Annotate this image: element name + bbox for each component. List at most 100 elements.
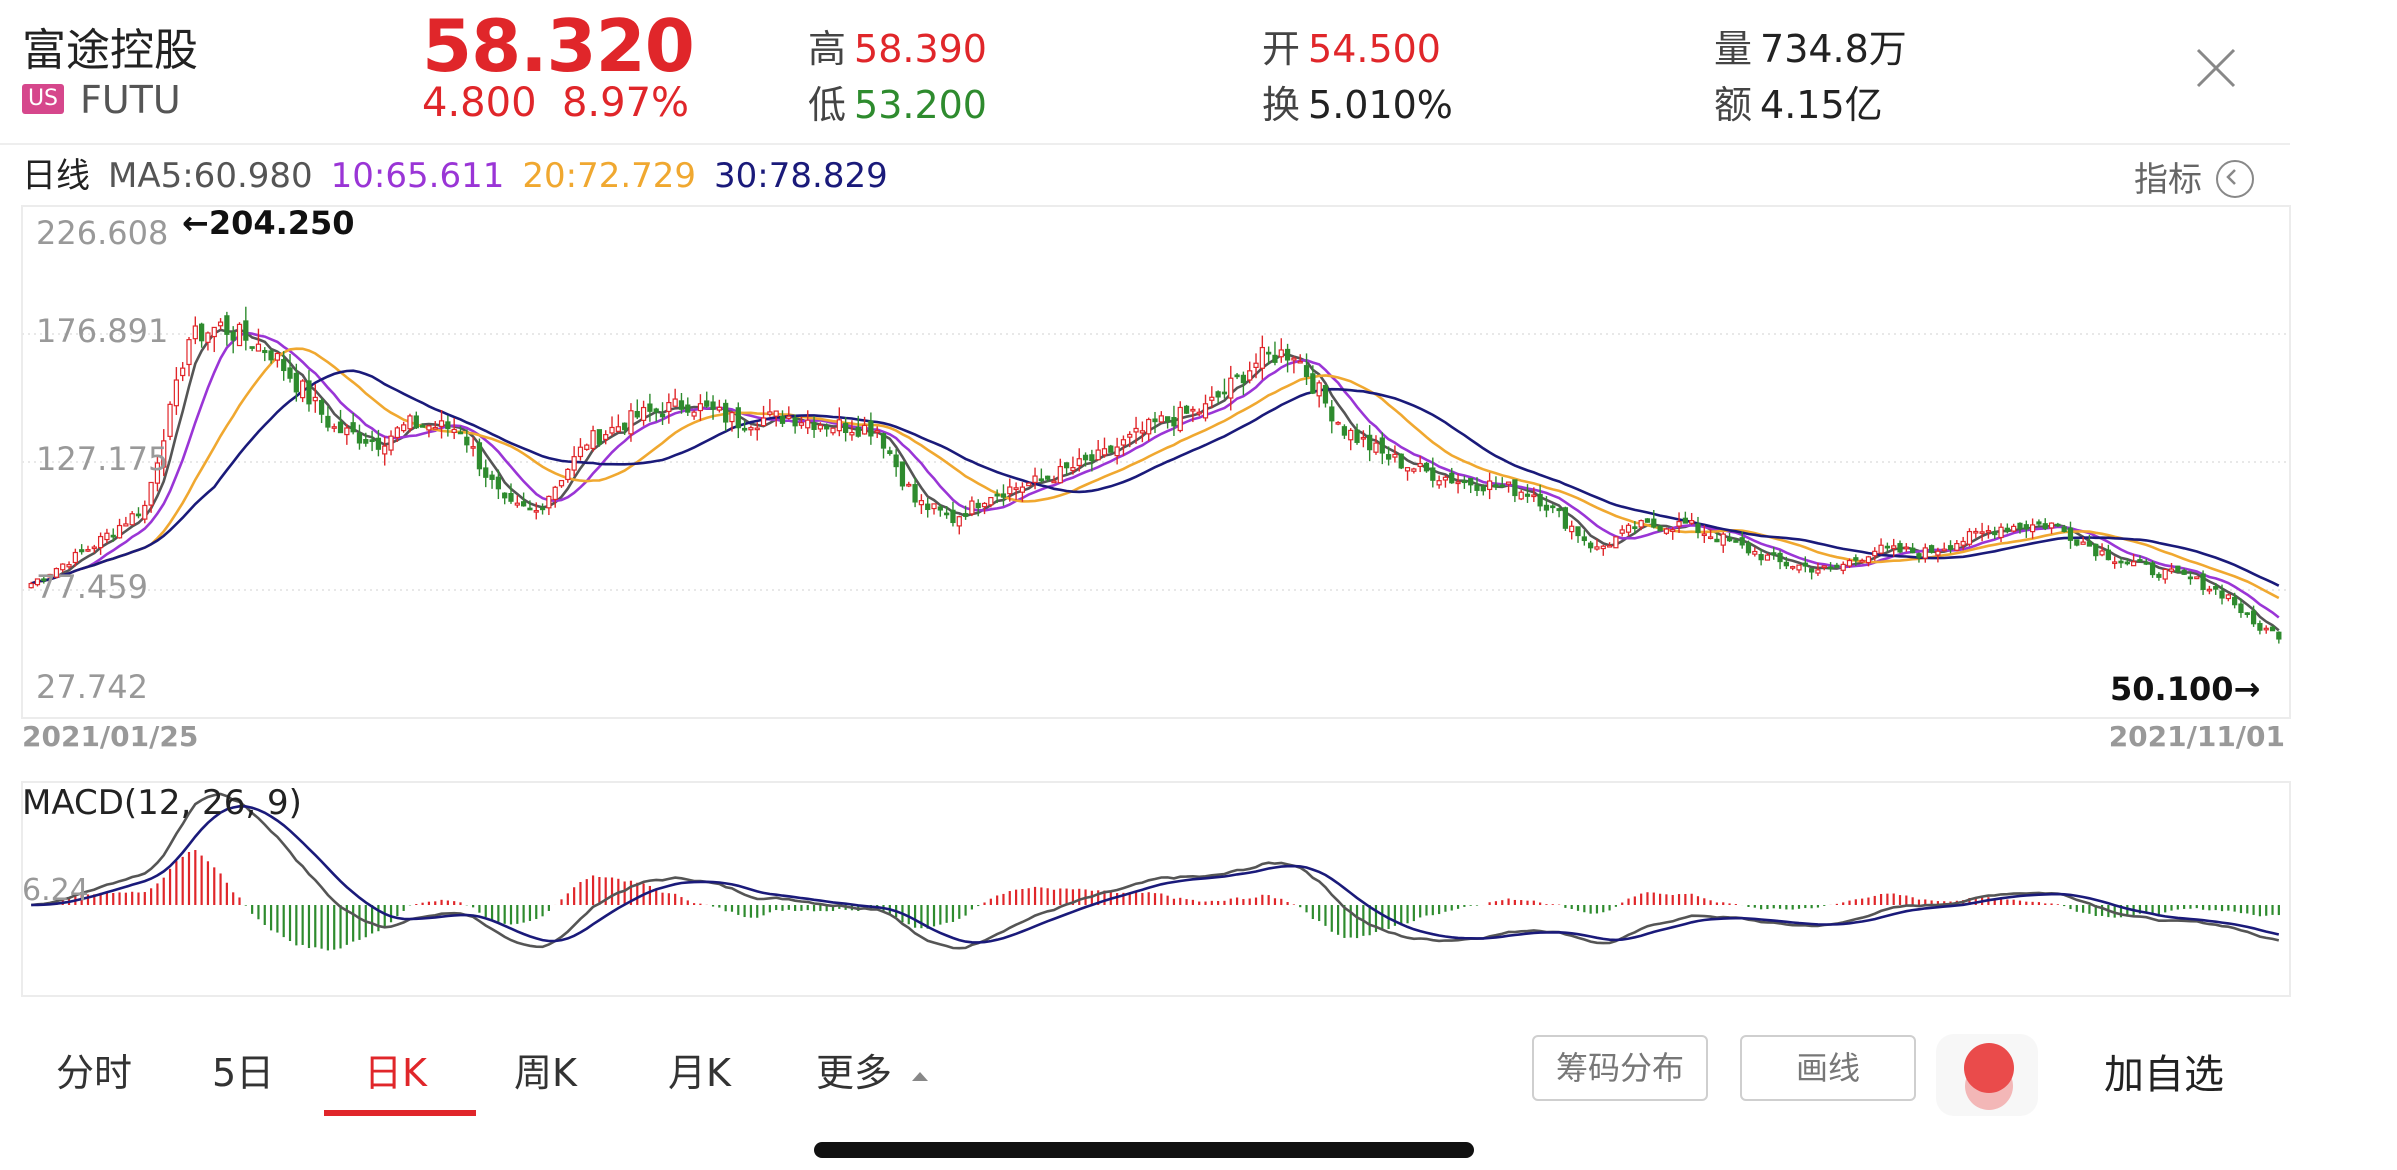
candle-body (874, 430, 880, 433)
candle-body (1941, 548, 1947, 552)
candle-body (609, 426, 615, 434)
candle-body (413, 415, 419, 429)
candle-body (1872, 550, 1878, 557)
candle-body (552, 486, 558, 501)
candle-body (116, 524, 123, 539)
candle-body (2257, 623, 2263, 631)
candle-body (2055, 523, 2061, 527)
candle-body (710, 401, 716, 410)
candle-body (2156, 573, 2162, 578)
candle-body (1695, 523, 1701, 533)
chevron-left-icon (2216, 159, 2254, 198)
candle-body (1531, 494, 1537, 498)
candle-body (1840, 563, 1846, 571)
candle-body (1449, 472, 1455, 484)
candle-body (337, 421, 344, 434)
indicator-button[interactable]: 指标 (2134, 152, 2254, 201)
record-icon (1936, 1034, 2038, 1116)
candle-body (1190, 408, 1196, 412)
candle-body (1689, 520, 1695, 524)
candle-body (388, 435, 394, 451)
candle-body (1859, 559, 1865, 563)
candle-body (2225, 594, 2231, 600)
ma10-value: 10:65.611 (330, 156, 505, 196)
candle-body (590, 430, 596, 450)
candle-body (2042, 523, 2048, 529)
candle-body (1051, 480, 1057, 484)
candle-body (350, 422, 356, 433)
tab-intraday[interactable]: 分时 (56, 1051, 133, 1095)
candle-body (1998, 526, 2004, 539)
candle-body (1815, 569, 1821, 574)
candle-body (2269, 626, 2276, 632)
add-watchlist-button[interactable]: 加自选 (2104, 1052, 2224, 1098)
candle-body (1550, 505, 1556, 509)
candle-body (1202, 403, 1209, 419)
candle-body (1442, 476, 1449, 481)
candle-body (1310, 373, 1316, 394)
candle-body (533, 509, 539, 513)
candle-body (2112, 561, 2118, 565)
tab-daily-k[interactable]: 日K (364, 1051, 427, 1095)
chip-distribution-button[interactable]: 筹码分布 (1532, 1035, 1708, 1101)
candle-body (893, 454, 899, 468)
candle-body (1266, 351, 1272, 355)
candle-body (666, 401, 672, 413)
candle-body (451, 428, 457, 434)
macd-title: MACD(12, 26, 9) (22, 783, 302, 823)
candle-body (735, 407, 741, 429)
candle-body (1796, 564, 1802, 571)
candle-body (767, 411, 773, 415)
candle-body (2086, 541, 2093, 547)
candle-body (167, 403, 173, 437)
candle-body (199, 323, 205, 342)
record-button[interactable] (1932, 1030, 2042, 1120)
candle-body (2244, 612, 2250, 616)
candle-body (249, 346, 255, 349)
candle-body (1253, 362, 1259, 368)
candle-body (1865, 556, 1872, 564)
candle-body (1613, 536, 1619, 549)
candle-body (293, 372, 299, 393)
candle-body (1745, 542, 1752, 554)
candle-body (255, 343, 262, 352)
candle-body (2093, 543, 2099, 557)
candle-body (1720, 533, 1726, 546)
candle-body (476, 442, 483, 470)
tab-monthly-k[interactable]: 月K (668, 1051, 731, 1095)
candle-body (729, 412, 735, 423)
candle-body (1644, 518, 1651, 523)
stat-low: 低 53.200 (808, 74, 987, 129)
candle-body (1417, 462, 1423, 468)
candle-body (994, 493, 1000, 497)
candle-body (1063, 462, 1070, 469)
candle-body (1726, 537, 1733, 542)
candle-body (180, 367, 186, 377)
candle-body (697, 403, 704, 412)
candle-body (2263, 627, 2269, 631)
min-price-annotation: 50.100→ (2110, 670, 2260, 708)
candle-body (1657, 525, 1663, 532)
ma30-value: 30:78.829 (714, 156, 888, 196)
kline-chart[interactable]: 226.608 176.891 127.175 77.459 27.742 ←2… (0, 0, 2397, 1010)
candle-body (394, 427, 400, 439)
candle-body (1966, 530, 1973, 545)
candle-body (1291, 357, 1297, 361)
close-button[interactable] (2192, 44, 2240, 92)
candle-body (798, 422, 805, 426)
candle-body (66, 564, 72, 568)
draw-line-button[interactable]: 画线 (1740, 1035, 1916, 1101)
candle-body (2080, 541, 2086, 545)
candle-body (527, 507, 533, 511)
candle-body (457, 431, 464, 435)
candle-body (1499, 484, 1505, 488)
candle-body (2162, 568, 2168, 580)
candle-body (79, 549, 85, 553)
candle-body (236, 323, 243, 347)
candle-body (142, 504, 148, 520)
tab-more[interactable]: 更多 (816, 1042, 930, 1097)
tab-5day[interactable]: 5日 (212, 1051, 275, 1095)
tab-weekly-k[interactable]: 周K (514, 1051, 577, 1095)
candle-body (300, 380, 306, 399)
candle-body (584, 444, 590, 450)
